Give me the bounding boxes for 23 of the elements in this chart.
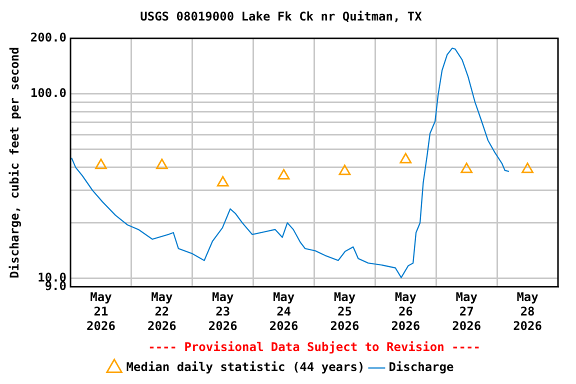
point bbox=[338, 164, 351, 176]
chart-title: USGS 08019000 Lake Fk Ck nr Quitman, TX bbox=[140, 9, 423, 24]
point bbox=[216, 176, 229, 186]
point bbox=[278, 169, 290, 180]
y-axis-title: Discharge, cubic feet per second bbox=[7, 47, 22, 278]
x-tick-label: May 24 2026 bbox=[269, 290, 298, 333]
x-tick-label: May 26 2026 bbox=[391, 290, 420, 333]
x-tick-label: May 23 2026 bbox=[208, 290, 238, 333]
y-tick-label: 100.0 bbox=[30, 86, 67, 100]
y-tick-label: 200.0 bbox=[30, 30, 67, 45]
point bbox=[460, 162, 473, 174]
point bbox=[95, 158, 107, 170]
point bbox=[400, 152, 412, 164]
x-tick-label: May 21 2026 bbox=[86, 290, 116, 333]
point bbox=[156, 158, 168, 170]
text: ---- Provisional Data Subject to Revision ---- bbox=[148, 340, 480, 354]
x-tick-label: May 25 2026 bbox=[330, 290, 360, 333]
x-tick-label: May 27 2026 bbox=[452, 290, 482, 333]
x-tick-label: May 22 2026 bbox=[147, 290, 176, 333]
point bbox=[522, 162, 534, 174]
legend-label: Discharge bbox=[388, 360, 454, 374]
x-tick-label: May 28 2026 bbox=[513, 290, 542, 333]
legend-label: Median daily statistic (44 years) bbox=[126, 360, 365, 374]
